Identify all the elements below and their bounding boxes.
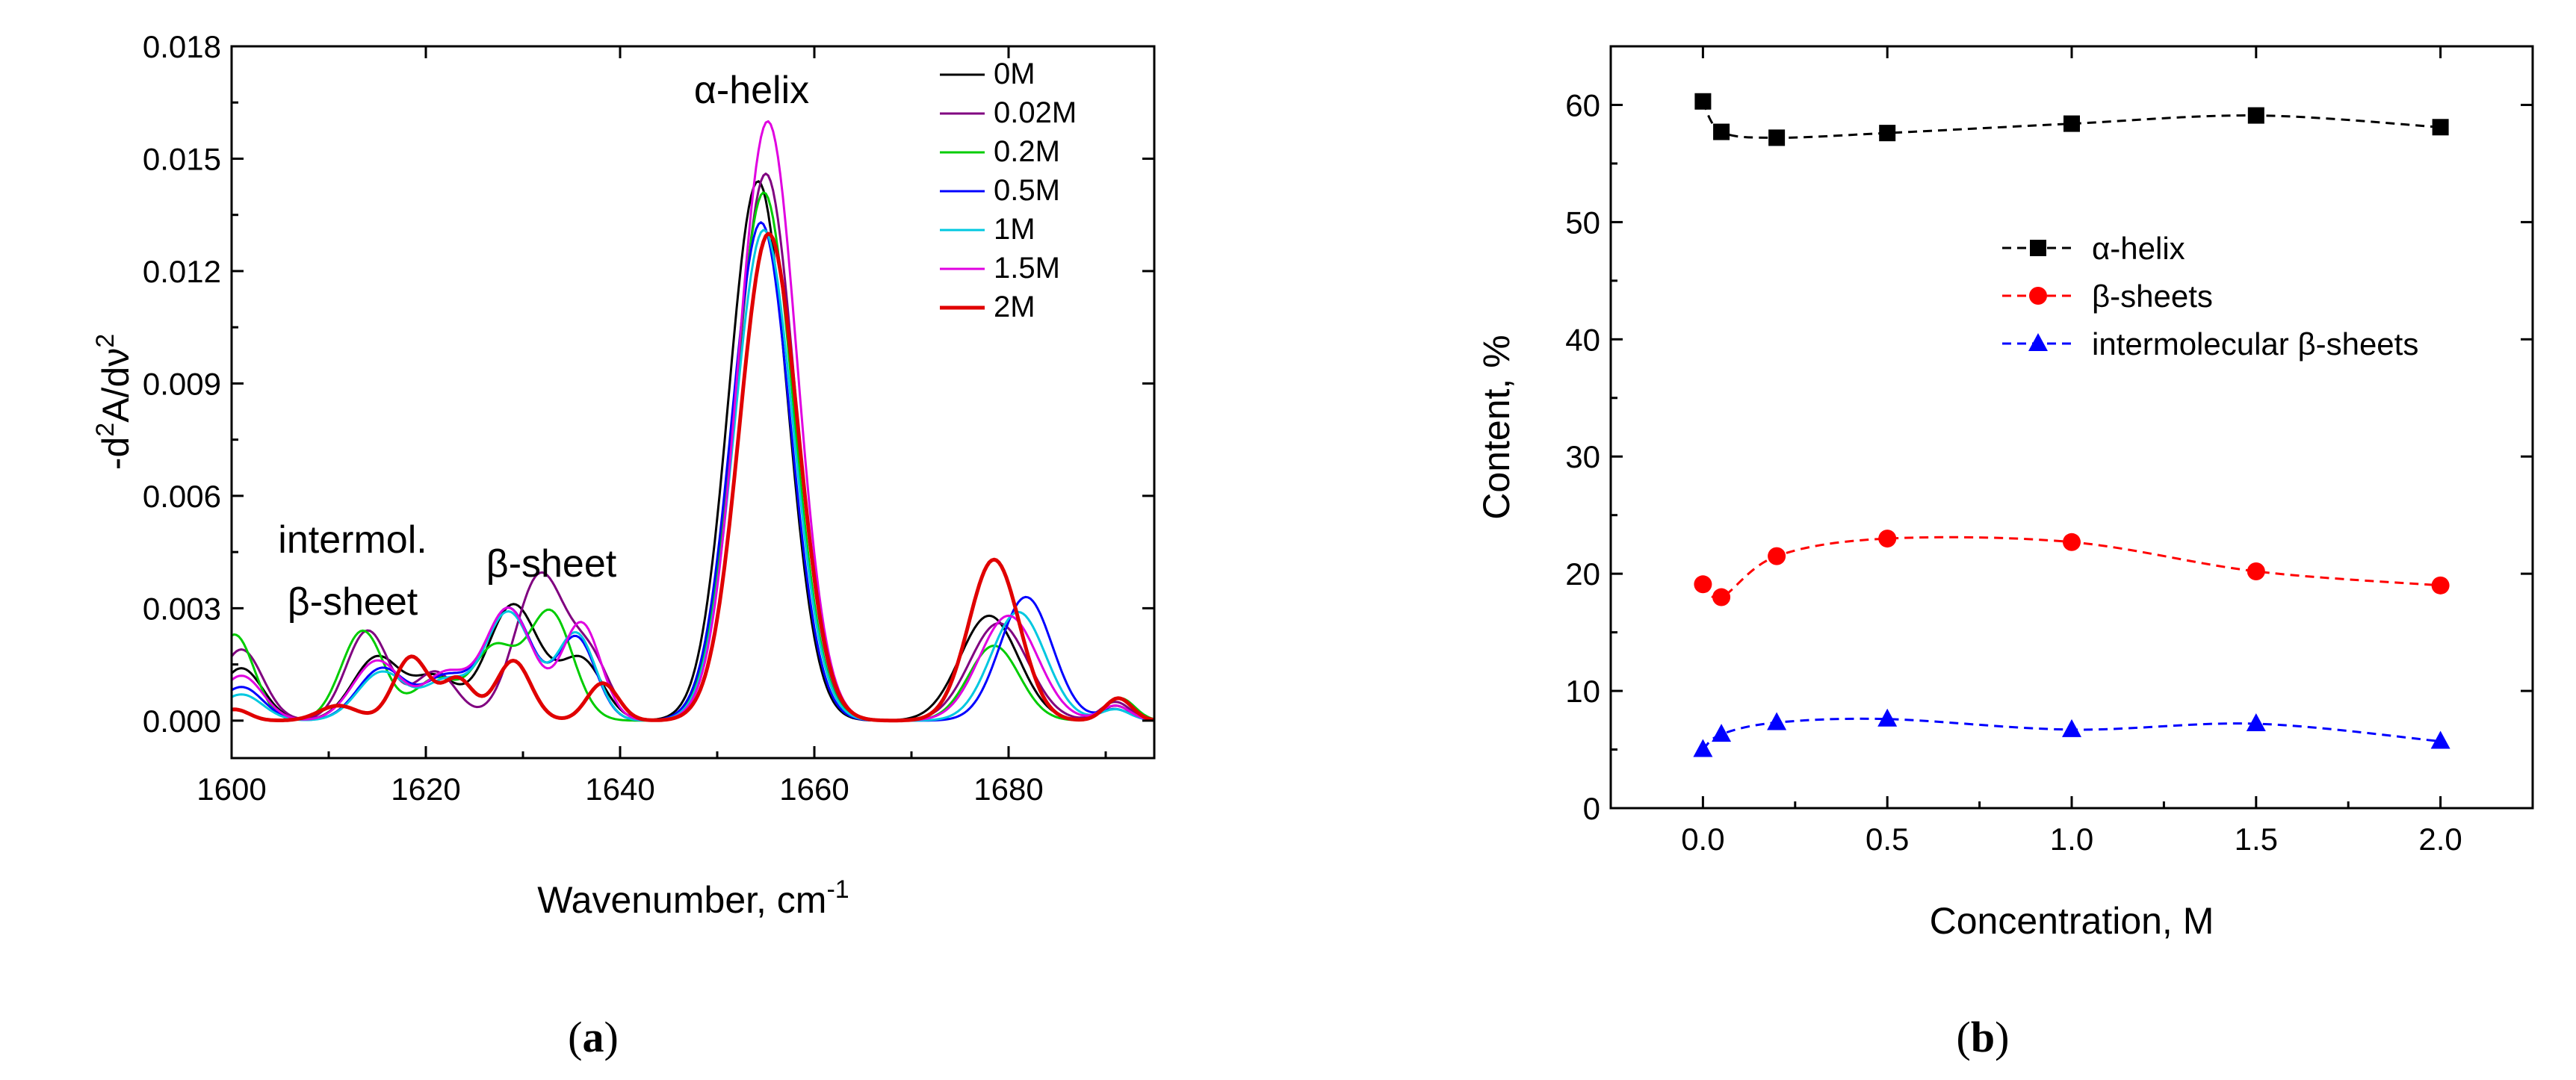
b-y-tick-label: 0 xyxy=(1583,791,1600,826)
series-line-β-sheets xyxy=(1702,536,2441,600)
series-line-1.5M xyxy=(231,120,1155,722)
b-y-tick-label: 20 xyxy=(1565,556,1600,592)
series-line-0.5M xyxy=(231,221,1155,722)
a-x-tick-label: 1620 xyxy=(391,772,460,807)
panel-a-plot-frame xyxy=(230,45,1156,760)
a-y-tick-label: 0.012 xyxy=(143,254,221,289)
series-line-α-helix xyxy=(1702,101,2441,139)
legend-label-α-helix: α-helix xyxy=(2092,231,2185,266)
data-point-α-helix xyxy=(1768,129,1786,146)
series-line-1M xyxy=(231,229,1155,722)
a-y-tick-label: 0.018 xyxy=(143,29,221,64)
data-point-β-sheets xyxy=(1768,547,1786,565)
data-point-α-helix xyxy=(1713,123,1730,140)
data-point-α-helix xyxy=(2063,115,2080,132)
b-x-tick-label: 0.0 xyxy=(1681,822,1724,857)
legend-label-1.5M: 1.5M xyxy=(994,252,1060,285)
panel-b-series-group xyxy=(1693,93,2450,757)
y-title-sup-2: 2 xyxy=(91,334,120,348)
legend-label-0.2M: 0.2M xyxy=(994,135,1060,168)
b-y-tick-label: 40 xyxy=(1565,322,1600,357)
legend-label-0.5M: 0.5M xyxy=(994,174,1060,207)
panel-b-content-chart: 0.0 0.5 1.0 1.5 2.0 0 10 20 30 40 50 60 α-helix β-s… xyxy=(1476,45,2534,1061)
panel-b-x-axis-title: Concentration, M xyxy=(1930,900,2214,942)
panel-a-legend: 0M 0.02M 0.2M 0.5M 1M 1.5M 2M xyxy=(940,58,1077,323)
legend-marker-intermolecular β-sheets xyxy=(2028,333,2048,351)
a-y-tick-label: 0.006 xyxy=(143,479,221,514)
data-point-intermolecular β-sheets xyxy=(1877,708,1898,727)
b-x-tick-label: 2.0 xyxy=(2418,822,2462,857)
y-title-sup-1: 2 xyxy=(91,423,120,437)
legend-label-2M: 2M xyxy=(994,291,1035,323)
data-point-β-sheets xyxy=(1694,575,1712,594)
panel-a-label: (a) xyxy=(568,1013,619,1061)
data-point-intermolecular β-sheets xyxy=(1712,724,1732,742)
legend-marker-α-helix xyxy=(2030,240,2046,256)
series-line-intermolecular β-sheets xyxy=(1702,717,2441,751)
panel-b-x-ticks: 0.0 0.5 1.0 1.5 2.0 xyxy=(1609,46,2534,857)
data-point-β-sheets xyxy=(1712,588,1731,606)
panel-a-x-axis-title: Wavenumber, cm-1 xyxy=(537,875,849,921)
data-point-α-helix xyxy=(2432,119,2449,136)
panel-a-y-axis-title: -d2A/dν2 xyxy=(91,334,137,470)
data-point-intermolecular β-sheets xyxy=(2062,719,2081,737)
b-y-tick-label: 60 xyxy=(1565,87,1600,122)
annotation-intermol-beta-sheet: β-sheet xyxy=(288,580,418,624)
legend-label-1M: 1M xyxy=(994,213,1035,246)
data-point-β-sheets xyxy=(2431,576,2450,595)
legend-marker-β-sheets xyxy=(2029,287,2047,305)
data-point-β-sheets xyxy=(1878,530,1897,548)
b-x-tick-label: 1.5 xyxy=(2235,822,2278,857)
b-y-tick-label: 10 xyxy=(1565,674,1600,709)
panel-a-y-ticks: 0.000 0.003 0.006 0.009 0.012 0.015 0.018 xyxy=(143,29,1154,739)
b-y-tick-label: 50 xyxy=(1565,205,1600,240)
b-x-tick-label: 1.0 xyxy=(2050,822,2093,857)
data-point-intermolecular β-sheets xyxy=(1767,712,1787,730)
a-y-tick-label: 0.009 xyxy=(143,366,221,401)
legend-label-intermolecular β-sheets: intermolecular β-sheets xyxy=(2092,326,2418,361)
a-y-tick-label: 0.015 xyxy=(143,141,221,176)
data-point-intermolecular β-sheets xyxy=(2430,730,2450,749)
data-point-intermolecular β-sheets xyxy=(2246,713,2266,732)
panel-b-y-ticks: 0 10 20 30 40 50 60 xyxy=(1565,87,2533,826)
annotation-alpha-helix: α-helix xyxy=(694,69,809,112)
a-x-tick-label: 1640 xyxy=(585,772,654,807)
panel-b-label: (b) xyxy=(1957,1013,2010,1061)
data-point-α-helix xyxy=(1879,125,1896,142)
panel-a-series-group xyxy=(230,120,1155,723)
panel-a-x-ticks: 1600 1620 1640 1660 1680 xyxy=(196,46,1107,807)
panel-b-legend: α-helix β-sheets intermolecular β-sheets xyxy=(2002,231,2418,361)
panel-a-spectrum-chart: 1600 1620 1640 1660 1680 0.0000.0030.0060.00… xyxy=(91,29,1156,1061)
a-y-tick-label: 0.000 xyxy=(143,704,221,739)
annotation-beta-sheet: β-sheet xyxy=(486,542,617,586)
x-title-sup: -1 xyxy=(826,875,849,904)
series-line-2M xyxy=(231,232,1155,723)
panel-a-letter: a xyxy=(583,1013,604,1061)
b-x-tick-label: 0.5 xyxy=(1866,822,1909,857)
data-point-intermolecular β-sheets xyxy=(1693,739,1713,757)
panel-b-letter: b xyxy=(1971,1013,1995,1061)
legend-label-0.02M: 0.02M xyxy=(994,96,1077,129)
b-y-tick-label: 30 xyxy=(1565,439,1600,474)
y-title-part-2: A/dν xyxy=(95,348,137,423)
a-y-tick-label: 0.003 xyxy=(143,591,221,626)
annotation-intermol: intermol. xyxy=(278,518,427,562)
data-point-β-sheets xyxy=(2247,562,2265,581)
a-x-tick-label: 1680 xyxy=(973,772,1043,807)
legend-label-β-sheets: β-sheets xyxy=(2092,279,2213,314)
x-title-text: Wavenumber, cm xyxy=(537,879,826,921)
legend-label-0M: 0M xyxy=(994,58,1035,90)
a-x-tick-label: 1600 xyxy=(196,772,266,807)
data-point-β-sheets xyxy=(2063,533,2081,551)
y-title-part-1: -d xyxy=(95,437,137,470)
panel-b-y-axis-title: Content, % xyxy=(1476,335,1517,519)
panel-b-plot-frame xyxy=(1609,45,2534,810)
data-point-α-helix xyxy=(2247,107,2264,124)
data-point-α-helix xyxy=(1694,93,1712,110)
a-x-tick-label: 1660 xyxy=(779,772,849,807)
